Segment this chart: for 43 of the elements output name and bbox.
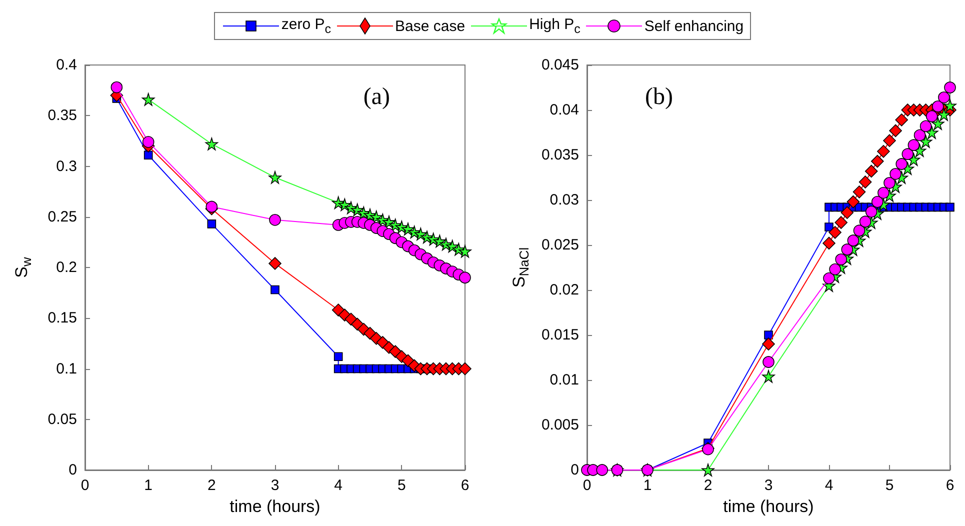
legend-label: zero P$_{c}$ (281, 16, 332, 36)
x-tick-label: 2 (704, 477, 712, 494)
annotation: (a) (363, 84, 390, 110)
x-tick-label: 2 (207, 477, 216, 494)
x-tick-label: 6 (460, 477, 470, 494)
legend-label: High P$_{c}$ (529, 16, 580, 36)
y-tick-label: 0.015 (541, 326, 579, 344)
y-tick-label: 0.25 (48, 208, 77, 226)
y-tick-label: 0.03 (550, 192, 579, 208)
y-tick-label: 0.3 (56, 158, 77, 175)
y-tick-label: 0.025 (541, 236, 579, 254)
x-tick-label: 0 (80, 477, 90, 494)
y-axis-title: Sw (12, 256, 34, 278)
y-tick-label: 0.4 (56, 56, 77, 74)
y-tick-label: 0 (68, 462, 77, 478)
y-tick-label: 0.035 (541, 146, 579, 164)
x-axis-title: time (hours) (723, 496, 814, 516)
x-tick-label: 4 (334, 477, 343, 494)
y-tick-label: 0.04 (550, 102, 579, 118)
y-tick-label: 0.2 (56, 259, 77, 276)
annotation: (b) (645, 84, 673, 110)
x-axis-title: time (hours) (230, 496, 320, 516)
x-tick-label: 3 (270, 477, 280, 494)
y-tick-label: 0.05 (48, 410, 77, 428)
x-tick-label: 0 (582, 477, 592, 494)
x-tick-label: 4 (824, 477, 834, 494)
legend-label: Self enhancing (644, 18, 744, 34)
y-axis-title: SNaCl (510, 247, 532, 288)
y-tick-label: 0.01 (550, 372, 579, 388)
x-tick-label: 1 (643, 477, 652, 494)
x-tick-label: 1 (144, 477, 153, 494)
y-tick-label: 0.35 (48, 107, 77, 124)
x-tick-label: 5 (885, 477, 894, 494)
y-tick-label: 0 (570, 462, 579, 478)
y-tick-label: 0.005 (541, 416, 579, 434)
y-tick-label: 0.02 (550, 282, 579, 298)
y-tick-label: 0.15 (48, 310, 77, 327)
x-tick-label: 6 (946, 477, 954, 494)
x-tick-label: 3 (764, 477, 773, 494)
legend-label: Base case (395, 18, 466, 34)
y-tick-label: 0.045 (541, 56, 579, 74)
y-tick-label: 0.1 (56, 360, 77, 378)
x-tick-label: 5 (397, 477, 406, 494)
